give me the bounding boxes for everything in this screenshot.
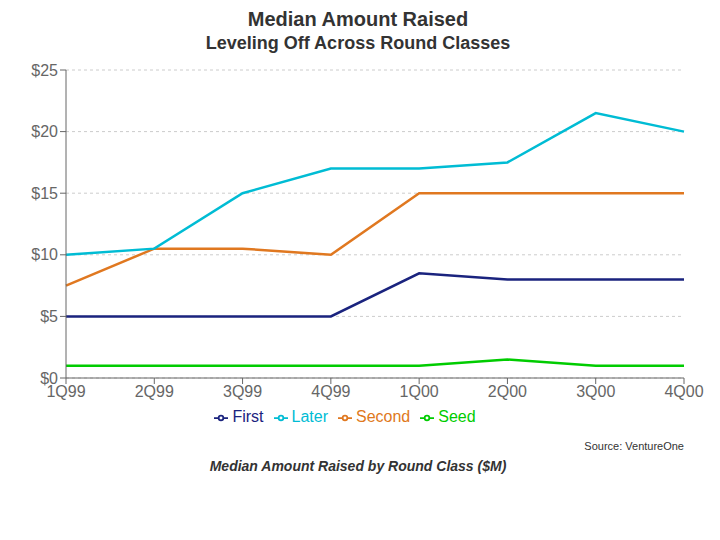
svg-text:1Q00: 1Q00 xyxy=(400,383,439,400)
svg-text:$0: $0 xyxy=(40,370,58,387)
svg-text:2Q00: 2Q00 xyxy=(488,383,527,400)
svg-text:4Q00: 4Q00 xyxy=(664,383,703,400)
svg-text:$15: $15 xyxy=(31,185,58,202)
html-text:Second: Second xyxy=(356,408,411,425)
html-text:Median Amount Raised by Round: Median Amount Raised by Round Class ($M) xyxy=(209,458,507,474)
html-text:Seed: Seed xyxy=(438,408,476,425)
html-text:Later: Later xyxy=(291,408,328,425)
svg-text:$5: $5 xyxy=(40,308,58,325)
html-text:First: First xyxy=(232,408,264,425)
html-text:Leveling Off Across Round Clas: Leveling Off Across Round Classes xyxy=(205,33,511,53)
svg-text:2Q99: 2Q99 xyxy=(135,383,174,400)
svg-text:3Q00: 3Q00 xyxy=(576,383,615,400)
svg-text:$25: $25 xyxy=(31,62,58,79)
svg-text:4Q99: 4Q99 xyxy=(311,383,350,400)
svg-text:3Q99: 3Q99 xyxy=(223,383,262,400)
svg-text:$10: $10 xyxy=(31,246,58,263)
svg-text:$20: $20 xyxy=(31,123,58,140)
html-text:Median Amount Raised: Median Amount Raised xyxy=(247,8,469,30)
html-text:Source: VentureOne: Source: VentureOne xyxy=(584,440,684,452)
svg-text:1Q99: 1Q99 xyxy=(46,383,86,401)
